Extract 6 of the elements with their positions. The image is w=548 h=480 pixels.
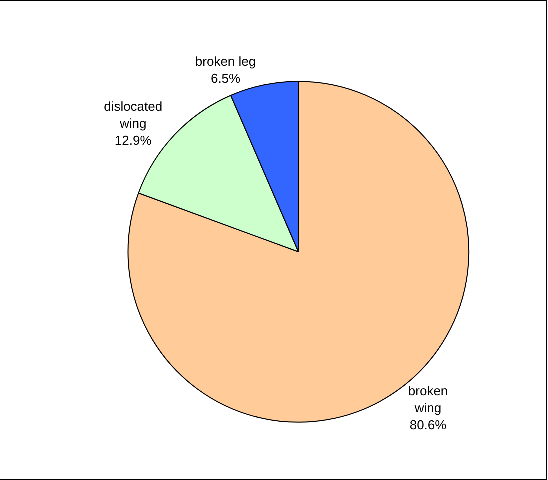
slice-label: broken wing [408,384,448,416]
slice-label: dislocated wing [104,99,163,131]
data-label: 80.6% [410,418,448,433]
data-label: 12.9% [114,132,152,148]
slice-label: broken leg [195,54,256,69]
data-label: 6.5% [210,70,242,86]
